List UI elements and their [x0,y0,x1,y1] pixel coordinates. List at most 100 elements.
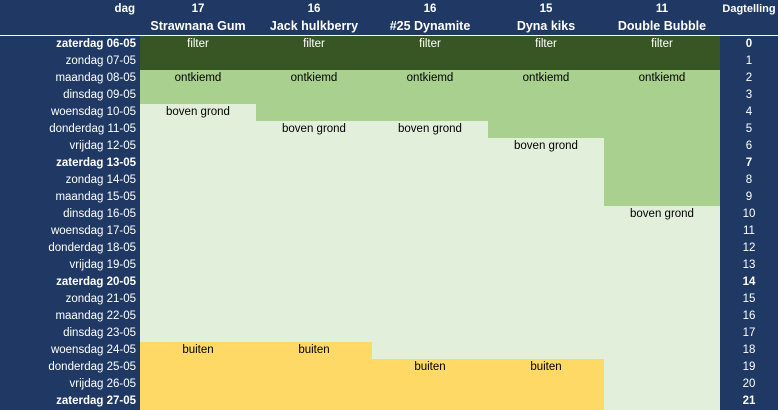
stage-cell[interactable] [256,138,372,155]
stage-cell[interactable] [488,189,604,206]
stage-cell[interactable] [488,274,604,291]
stage-cell[interactable] [488,121,604,138]
plant-3-number[interactable]: 16 [423,3,437,15]
stage-cell[interactable] [488,257,604,274]
day-count[interactable]: 16 [720,308,778,325]
stage-cell[interactable] [256,291,372,308]
stage-cell[interactable] [488,172,604,189]
stage-cell[interactable] [372,223,488,240]
day-count[interactable]: 21 [720,393,778,410]
stage-cell[interactable]: ontkiemd [256,70,372,87]
row-date[interactable]: maandag 08-05 [0,70,138,87]
stage-cell[interactable] [604,104,720,121]
stage-cell[interactable] [372,325,488,342]
plant-5-name[interactable]: Double Bubble [617,19,707,33]
stage-cell[interactable] [604,274,720,291]
stage-cell[interactable] [372,274,488,291]
stage-cell[interactable] [140,206,256,223]
day-count[interactable]: 8 [720,172,778,189]
stage-cell[interactable] [140,121,256,138]
stage-cell[interactable] [604,291,720,308]
plant-3-name[interactable]: #25 Dynamite [389,19,471,33]
stage-cell[interactable] [604,53,720,70]
stage-cell[interactable] [488,376,604,393]
stage-cell[interactable] [140,257,256,274]
stage-cell[interactable] [604,393,720,410]
row-date[interactable]: zondag 07-05 [0,53,138,70]
day-count[interactable]: 19 [720,359,778,376]
row-date[interactable]: vrijdag 12-05 [0,138,138,155]
stage-cell[interactable] [256,257,372,274]
stage-cell[interactable] [256,104,372,121]
stage-cell[interactable] [604,308,720,325]
row-date[interactable]: dinsdag 09-05 [0,87,138,104]
stage-cell[interactable]: boven grond [372,121,488,138]
day-count[interactable]: 12 [720,240,778,257]
stage-cell[interactable]: buiten [256,342,372,359]
row-date[interactable]: woensdag 10-05 [0,104,138,121]
day-count[interactable]: 6 [720,138,778,155]
day-count[interactable]: 13 [720,257,778,274]
stage-cell[interactable] [604,172,720,189]
stage-cell[interactable] [604,189,720,206]
stage-cell[interactable] [488,240,604,257]
row-date[interactable]: donderdag 25-05 [0,359,138,376]
stage-cell[interactable] [488,87,604,104]
stage-cell[interactable] [488,155,604,172]
row-date[interactable]: dinsdag 16-05 [0,206,138,223]
stage-cell[interactable] [256,223,372,240]
stage-cell[interactable] [372,291,488,308]
stage-cell[interactable] [140,53,256,70]
stage-cell[interactable] [256,325,372,342]
stage-cell[interactable] [372,342,488,359]
row-date[interactable]: zondag 21-05 [0,291,138,308]
stage-cell[interactable] [488,393,604,410]
day-count[interactable]: 9 [720,189,778,206]
plant-4-name[interactable]: Dyna kiks [516,19,576,33]
row-date[interactable]: vrijdag 26-05 [0,376,138,393]
day-count[interactable]: 4 [720,104,778,121]
stage-cell[interactable] [140,155,256,172]
stage-cell[interactable] [140,359,256,376]
stage-cell[interactable] [604,257,720,274]
stage-cell[interactable] [256,376,372,393]
stage-cell[interactable] [372,138,488,155]
stage-cell[interactable] [604,376,720,393]
plant-1-number[interactable]: 17 [191,3,205,15]
stage-cell[interactable] [604,121,720,138]
stage-cell[interactable] [256,359,372,376]
stage-cell[interactable] [372,104,488,121]
stage-cell[interactable] [488,325,604,342]
stage-cell[interactable]: boven grond [256,121,372,138]
stage-cell[interactable] [140,189,256,206]
stage-cell[interactable] [372,206,488,223]
stage-cell[interactable] [140,172,256,189]
stage-cell[interactable] [140,325,256,342]
stage-cell[interactable] [604,325,720,342]
stage-cell[interactable]: filter [372,36,488,53]
day-count[interactable]: 15 [720,291,778,308]
stage-cell[interactable] [372,240,488,257]
stage-cell[interactable]: boven grond [140,104,256,121]
stage-cell[interactable] [256,172,372,189]
stage-cell[interactable] [372,393,488,410]
day-count[interactable]: 11 [720,223,778,240]
stage-cell[interactable]: filter [256,36,372,53]
day-count[interactable]: 20 [720,376,778,393]
dagtelling-header[interactable]: Dagtelling [722,3,776,15]
stage-cell[interactable] [140,291,256,308]
stage-cell[interactable] [372,172,488,189]
stage-cell[interactable] [256,155,372,172]
day-count[interactable]: 5 [720,121,778,138]
day-count[interactable]: 10 [720,206,778,223]
day-count[interactable]: 2 [720,70,778,87]
stage-cell[interactable]: filter [140,36,256,53]
stage-cell[interactable] [372,155,488,172]
stage-cell[interactable] [604,240,720,257]
row-date[interactable]: woensdag 24-05 [0,342,138,359]
stage-cell[interactable] [372,87,488,104]
plant-4-number[interactable]: 15 [539,3,553,15]
day-count[interactable]: 18 [720,342,778,359]
stage-cell[interactable]: buiten [140,342,256,359]
stage-cell[interactable]: filter [604,36,720,53]
